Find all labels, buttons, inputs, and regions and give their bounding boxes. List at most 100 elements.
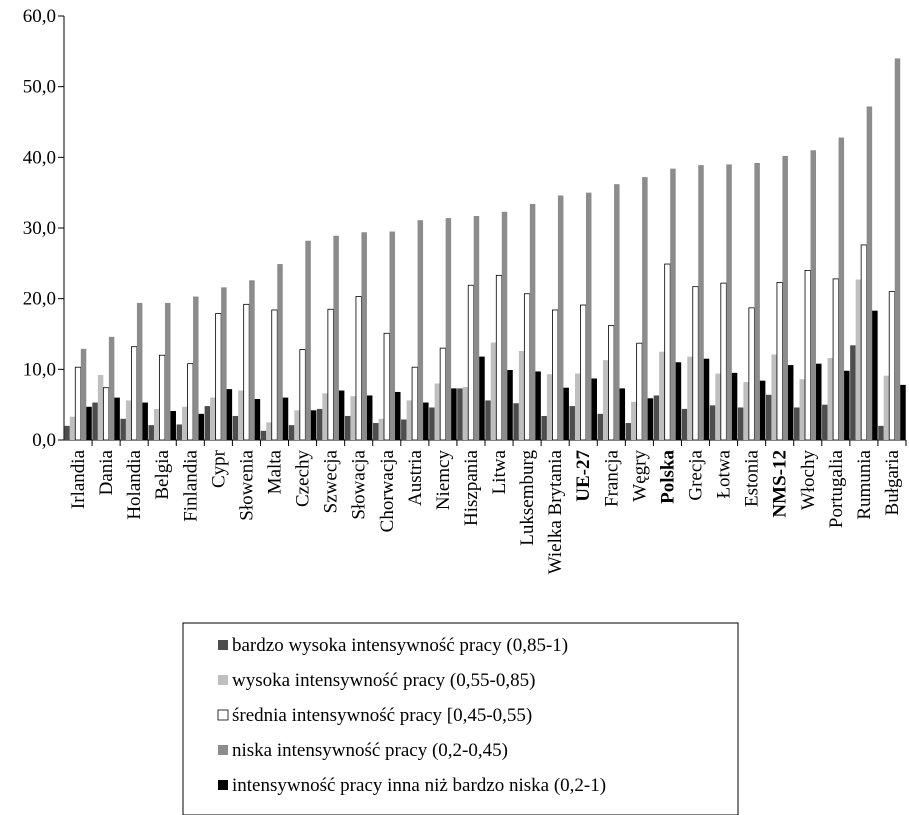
bar (64, 425, 70, 440)
bar (513, 403, 519, 440)
bar (692, 286, 699, 441)
bar (703, 358, 710, 440)
bar (254, 399, 261, 440)
y-tick-label: 20,0 (23, 289, 56, 310)
bar (102, 387, 110, 441)
x-tick-label: Chorwacja (377, 449, 398, 532)
x-tick-label: Holandia (124, 449, 145, 519)
bar (383, 332, 390, 441)
bar (485, 400, 491, 440)
legend-swatch (218, 640, 228, 650)
x-tick-label: Austria (405, 449, 426, 506)
bar (878, 425, 884, 440)
x-tick-label: Portugalia (826, 449, 847, 528)
x-tick-label: Bułgaria (882, 449, 903, 515)
bar (277, 264, 283, 440)
bar (142, 402, 148, 440)
legend-entry: wysoka intensywność pracy (0,55-0,85) (232, 670, 535, 691)
bar (221, 287, 227, 440)
bar (670, 168, 676, 440)
bar (557, 195, 564, 440)
bar (659, 351, 665, 440)
bar (136, 302, 143, 440)
x-tick-label: Irlandia (68, 449, 89, 509)
bar (625, 423, 632, 440)
bar (872, 310, 878, 440)
bar (552, 309, 559, 441)
bar (731, 372, 738, 440)
bar (271, 309, 278, 441)
bar (243, 303, 250, 441)
bar (232, 415, 239, 440)
bar (108, 336, 115, 440)
plot-area: 0,0 10,0 20,0 30,0 40,0 50,0 60,0 Irlandia Dania… (23, 6, 907, 574)
bar (350, 396, 356, 440)
bar (754, 162, 760, 441)
y-tick-label: 60,0 (23, 6, 56, 27)
x-tick-label: Hiszpania (461, 449, 482, 526)
bar (816, 363, 822, 440)
bar (636, 342, 643, 441)
bar (737, 407, 744, 440)
bar (642, 177, 648, 440)
bar (748, 307, 755, 441)
bar (580, 304, 587, 441)
bar (198, 413, 205, 440)
bar (810, 150, 817, 440)
bar (759, 380, 766, 440)
bar (294, 410, 300, 440)
bar (366, 395, 373, 440)
bar (401, 419, 407, 440)
bar (333, 235, 339, 440)
bar (794, 407, 800, 440)
bar (462, 387, 469, 440)
bar (114, 397, 120, 440)
bar (451, 388, 457, 440)
bar (355, 296, 362, 441)
bar (282, 397, 289, 440)
bar (591, 378, 597, 440)
bar (299, 349, 306, 441)
bar (501, 211, 508, 440)
x-tick-label: Grecja (686, 449, 707, 500)
bar (653, 395, 660, 440)
bar (361, 232, 367, 440)
bar (787, 365, 794, 440)
bar (473, 215, 480, 440)
bar (92, 402, 98, 440)
bar (726, 164, 732, 440)
x-tick-label: Polska (657, 450, 678, 504)
bar (563, 387, 569, 440)
bar (776, 282, 783, 441)
bar (445, 218, 452, 440)
x-tick-label: NMS-12 (770, 450, 791, 518)
x-tick-label: Luksemburg (517, 450, 538, 546)
bar (266, 422, 272, 440)
bar (866, 106, 873, 440)
bar (844, 370, 850, 440)
bar (569, 406, 575, 440)
x-tick-label: Słowenia (236, 449, 257, 520)
bar (523, 293, 531, 441)
bar (406, 400, 413, 440)
bar (585, 192, 592, 440)
bar (439, 347, 447, 441)
bar (97, 374, 104, 440)
bar (720, 282, 727, 441)
bar (799, 379, 806, 440)
y-tick-label: 0,0 (32, 430, 56, 451)
bar (855, 279, 862, 440)
x-tick-label: Finlandia (180, 449, 201, 521)
bar (490, 342, 497, 440)
bar (417, 220, 424, 440)
bar (838, 137, 845, 441)
bar (204, 406, 211, 440)
bar (373, 423, 379, 440)
bar (518, 350, 525, 440)
bar (715, 373, 721, 440)
bar (131, 346, 138, 441)
bar (647, 398, 654, 440)
bar (74, 366, 82, 441)
bar (782, 155, 788, 441)
bar (619, 388, 626, 440)
